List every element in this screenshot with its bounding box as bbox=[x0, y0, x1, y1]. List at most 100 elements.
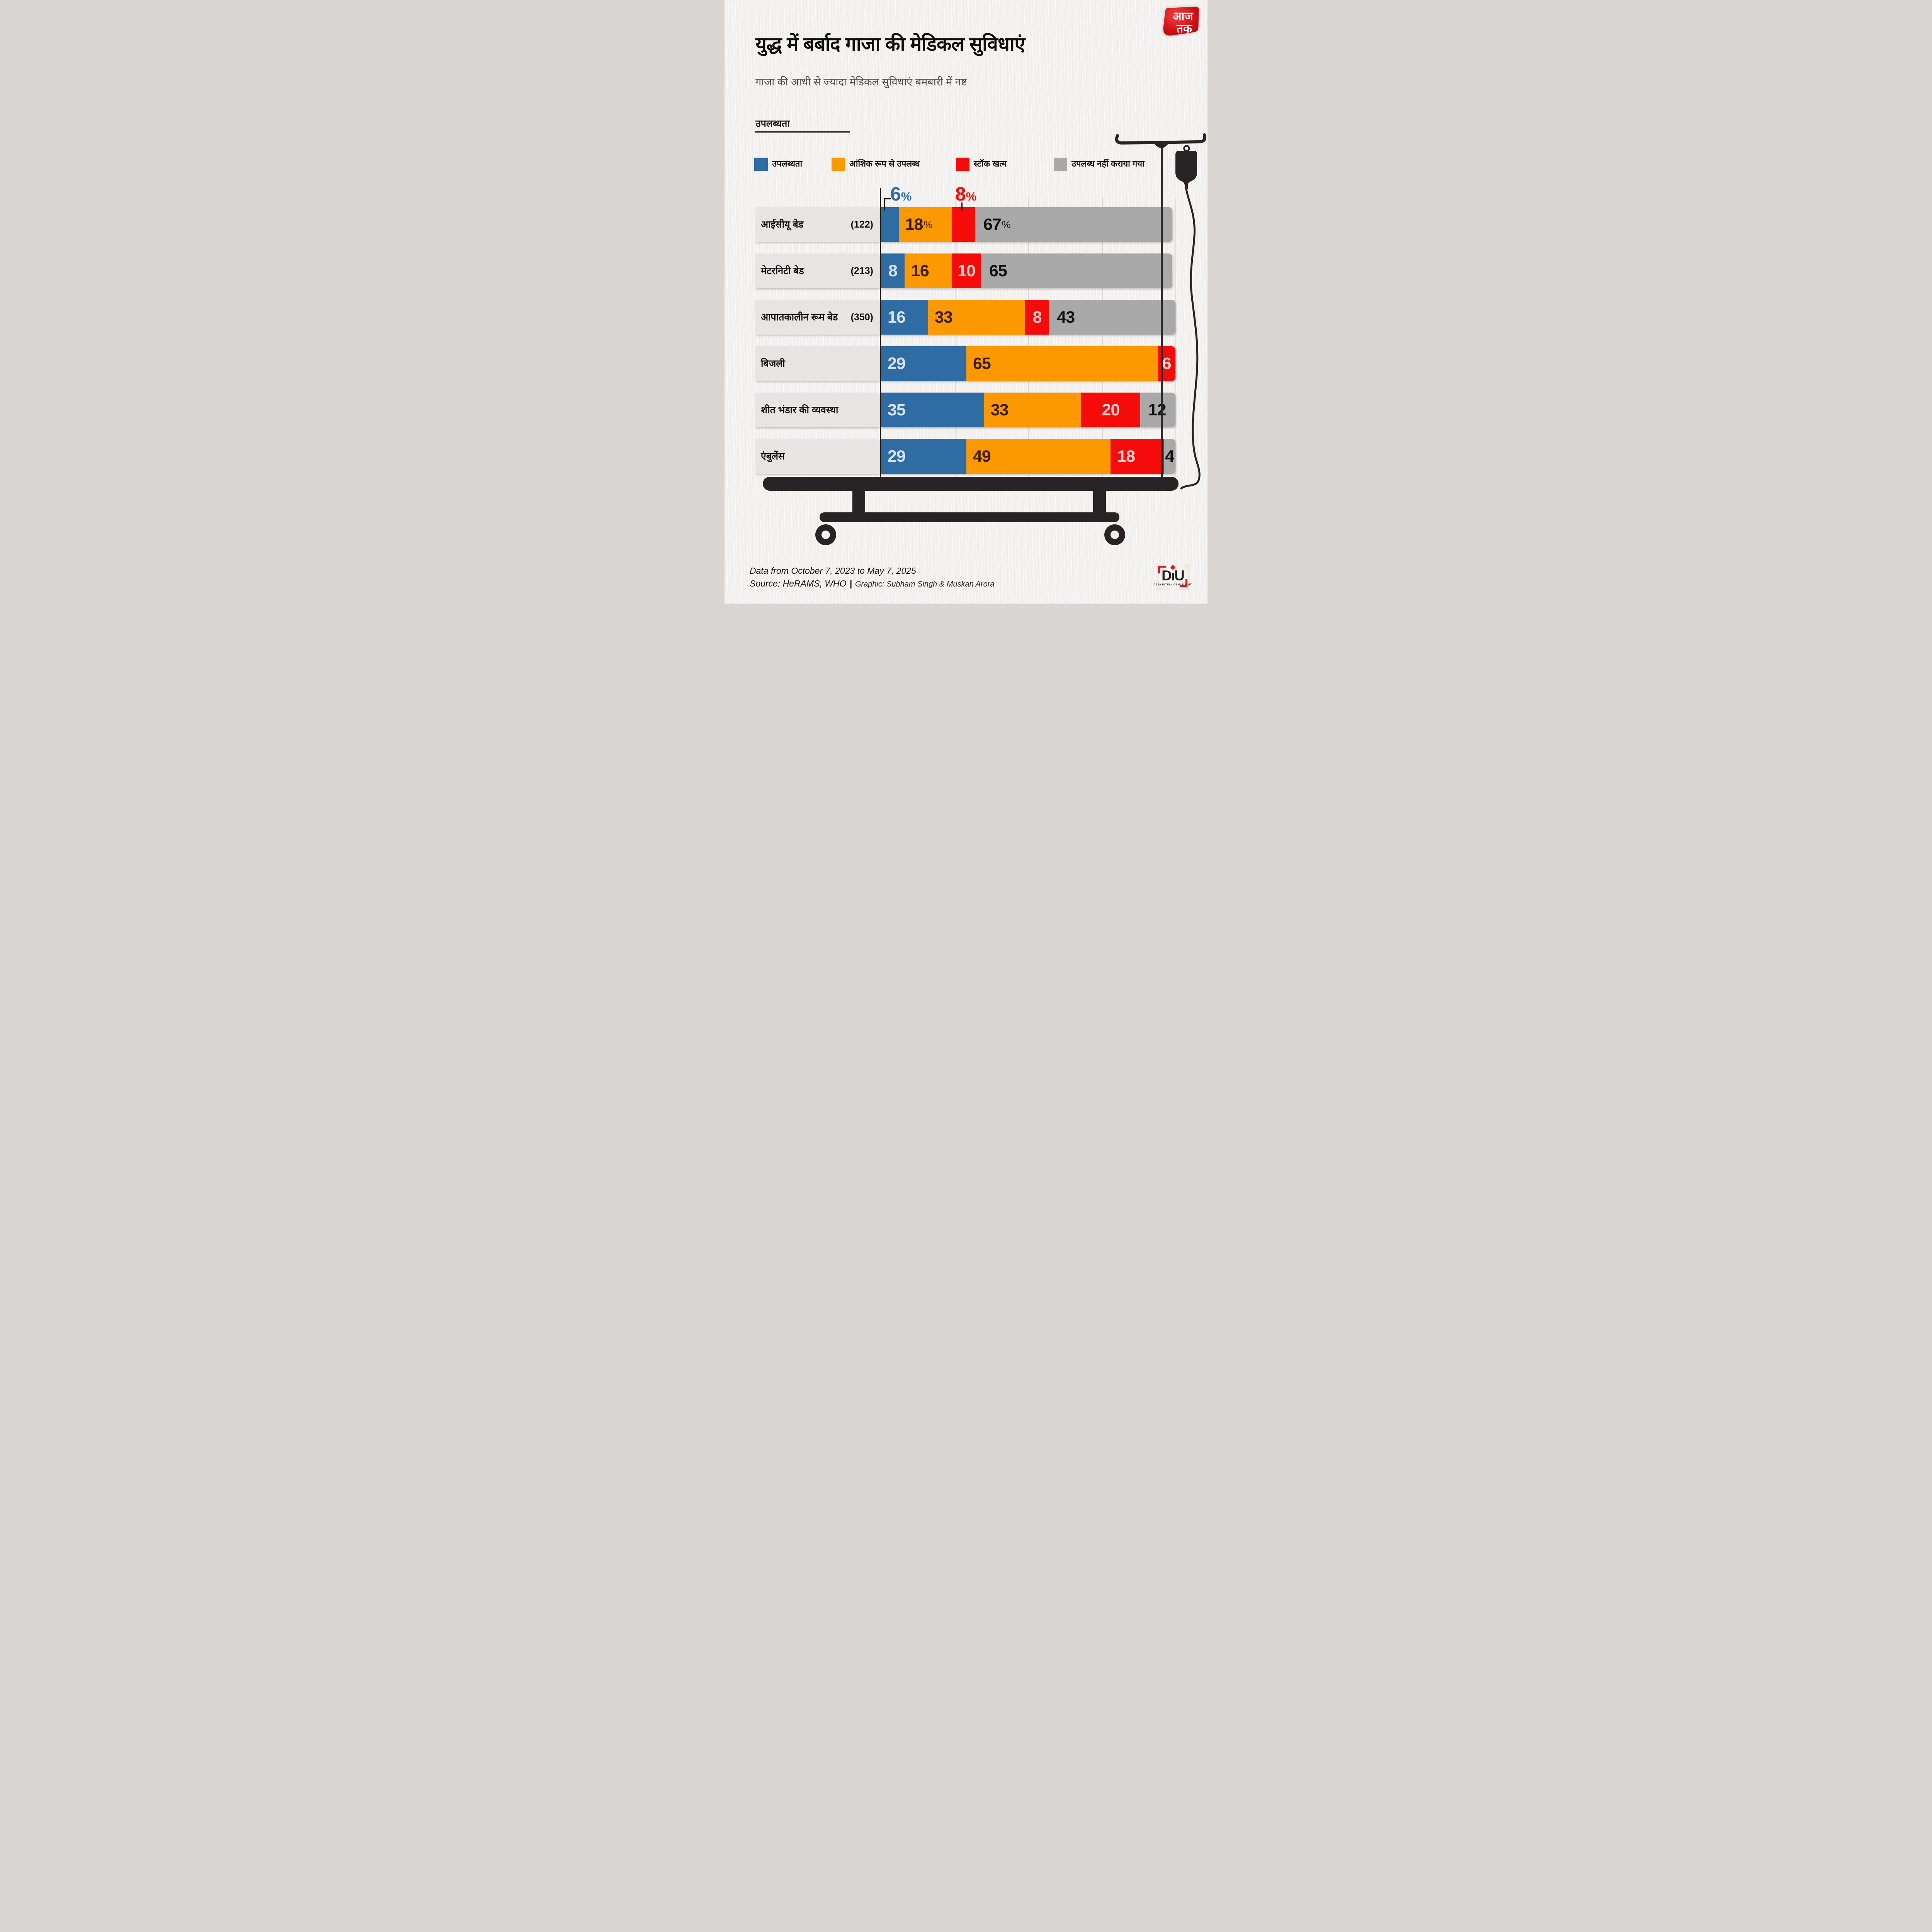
row-label-box: बिजली bbox=[755, 346, 879, 381]
annotation-connector bbox=[884, 198, 885, 211]
bar-segment-1: 16 bbox=[904, 253, 952, 288]
bar-value: 12 bbox=[1148, 400, 1167, 419]
legend-item-available: उपलब्धता bbox=[754, 158, 802, 171]
row-count: (122) bbox=[850, 219, 873, 230]
bar-segment-2: 8 bbox=[1025, 300, 1049, 335]
bar-group: 35 33 20 12 bbox=[881, 393, 1175, 427]
aajtak-logo-shield bbox=[1161, 5, 1201, 38]
table-row: मेटरनिटी बेड (213) 8 16 10 65 bbox=[755, 253, 1208, 288]
bar-segment-1: 49 bbox=[966, 439, 1111, 474]
bar-segment-0: 16 bbox=[881, 300, 928, 335]
aajtak-logo-text-line1: आज bbox=[1173, 10, 1194, 23]
diu-logo: Dı U DATA INTELLIGENCE UNIT bbox=[1153, 564, 1192, 590]
diu-letter-i: ı bbox=[1170, 565, 1175, 584]
diu-tagline: DATA INTELLIGENCE UNIT bbox=[1153, 583, 1192, 586]
bar-value: 33 bbox=[934, 308, 953, 327]
legend-swatch-not-provided bbox=[1054, 158, 1067, 171]
page-title: युद्ध में बर्बाद गाजा की मेडिकल सुविधाएं bbox=[755, 33, 1025, 55]
diu-wordmark: Dı U bbox=[1162, 565, 1185, 584]
bed-top-rail bbox=[763, 477, 1179, 491]
bar-value: 16 bbox=[911, 261, 929, 280]
iv-bag bbox=[1175, 151, 1197, 189]
table-row: एंबुलेंस 29 49 18 4 bbox=[755, 439, 1208, 474]
bar-segment-1: 65 bbox=[966, 346, 1158, 381]
annotation-connector bbox=[961, 202, 963, 211]
bar-value: 4 bbox=[1165, 447, 1174, 466]
bar-value-suffix: % bbox=[923, 218, 933, 230]
availability-section-label: उपलब्धता bbox=[755, 118, 790, 129]
bar-value: 8 bbox=[888, 261, 898, 280]
row-count: (350) bbox=[850, 311, 873, 323]
annotation-value: 6 bbox=[890, 183, 901, 205]
row-label-box: आपातकालीन रूम बेड (350) bbox=[755, 300, 879, 335]
axis-line bbox=[880, 188, 881, 480]
bar-segment-0: 35 bbox=[881, 393, 984, 427]
bar-value: 29 bbox=[888, 354, 906, 373]
bar-value: 8 bbox=[1032, 308, 1042, 327]
diu-red-dot-icon bbox=[1170, 565, 1175, 570]
bar-value: 10 bbox=[957, 261, 976, 280]
aajtak-logo-text-line2: तक bbox=[1176, 22, 1192, 35]
bar-segment-3: 12 bbox=[1140, 393, 1175, 427]
bar-value: 16 bbox=[888, 308, 906, 327]
bar-group: 18% 67% bbox=[881, 207, 1173, 242]
bar-value-suffix: % bbox=[1002, 218, 1011, 230]
legend-label: आंशिक रूप से उपलब्ध bbox=[849, 159, 920, 168]
legend-label: उपलब्ध नहीं कराया गया bbox=[1071, 159, 1145, 168]
legend-item-stock-out: स्टॉक खत्म bbox=[956, 158, 1007, 171]
gridline-100-percent bbox=[1175, 198, 1176, 479]
row-label: शीत भंडार की व्यवस्था bbox=[761, 404, 838, 415]
diu-corner-bracket-bottom-right bbox=[1180, 579, 1187, 587]
legend-swatch-partially-available bbox=[832, 158, 845, 171]
stacked-bar-chart: आईसीयू बेड (122) 18% 67% मेटरनिटी बेड (213) 8 1… bbox=[755, 207, 1208, 474]
bar-segment-2: 18 bbox=[1111, 439, 1164, 474]
row-label-box: एंबुलेंस bbox=[755, 439, 879, 474]
row-label-box: मेटरनिटी बेड (213) bbox=[755, 253, 879, 288]
footer-data-period: Data from October 7, 2023 to May 7, 2025 bbox=[750, 566, 916, 576]
bar-segment-1: 18% bbox=[898, 207, 952, 242]
bar-segment-3: 43 bbox=[1049, 300, 1175, 335]
iv-bag-ring bbox=[1183, 145, 1190, 152]
gridline-25-percent bbox=[954, 198, 956, 479]
iv-hanger-bar bbox=[1115, 133, 1207, 145]
row-label: बिजली bbox=[761, 358, 785, 369]
bar-segment-0 bbox=[881, 207, 899, 242]
bar-group: 8 16 10 65 bbox=[881, 253, 1173, 288]
bar-segment-0: 29 bbox=[881, 346, 966, 381]
bar-segment-2: 20 bbox=[1081, 393, 1140, 427]
table-row: आपातकालीन रूम बेड (350) 16 33 8 43 bbox=[755, 300, 1208, 335]
aajtak-logo: आज तक bbox=[1161, 5, 1201, 38]
gridline-75-percent bbox=[1102, 198, 1103, 479]
bar-group: 29 65 6 bbox=[881, 346, 1175, 381]
row-label-box: आईसीयू बेड (122) bbox=[755, 207, 879, 242]
bar-value: 65 bbox=[973, 354, 991, 373]
legend-swatch-available bbox=[754, 158, 768, 171]
legend-label: उपलब्धता bbox=[772, 159, 803, 168]
footer-source-credit: Source: HeRAMS, WHO | Graphic: Subham Si… bbox=[750, 578, 994, 589]
bar-segment-0: 29 bbox=[881, 439, 966, 474]
section-underline bbox=[755, 131, 850, 133]
bar-value: 49 bbox=[973, 447, 991, 466]
diu-letter: D bbox=[1162, 568, 1172, 584]
iv-hanger-joint bbox=[1154, 143, 1169, 148]
annotation-6-percent: 6% bbox=[890, 184, 912, 204]
bar-value: 6 bbox=[1162, 354, 1172, 373]
bar-segment-1: 33 bbox=[928, 300, 1026, 335]
annotation-suffix: % bbox=[966, 190, 977, 203]
diu-letter: ı bbox=[1171, 568, 1175, 584]
legend-item-partially-available: आंशिक रूप से उपलब्ध bbox=[832, 158, 920, 171]
bar-group: 16 33 8 43 bbox=[881, 300, 1175, 335]
row-label: एंबुलेंस bbox=[761, 451, 785, 462]
row-label: मेटरनिटी बेड bbox=[761, 265, 804, 276]
annotation-value: 8 bbox=[955, 183, 966, 205]
bar-value: 29 bbox=[888, 447, 906, 466]
bar-segment-2: 10 bbox=[951, 253, 981, 288]
bar-value: 33 bbox=[990, 400, 1009, 419]
bar-segment-2: 6 bbox=[1158, 346, 1175, 381]
bed-leg-left bbox=[852, 489, 865, 514]
legend-swatch-stock-out bbox=[956, 158, 969, 171]
bar-value: 35 bbox=[888, 400, 906, 419]
bar-value: 67 bbox=[983, 215, 1002, 234]
bar-value: 65 bbox=[989, 261, 1007, 280]
bar-value: 18 bbox=[905, 215, 923, 234]
